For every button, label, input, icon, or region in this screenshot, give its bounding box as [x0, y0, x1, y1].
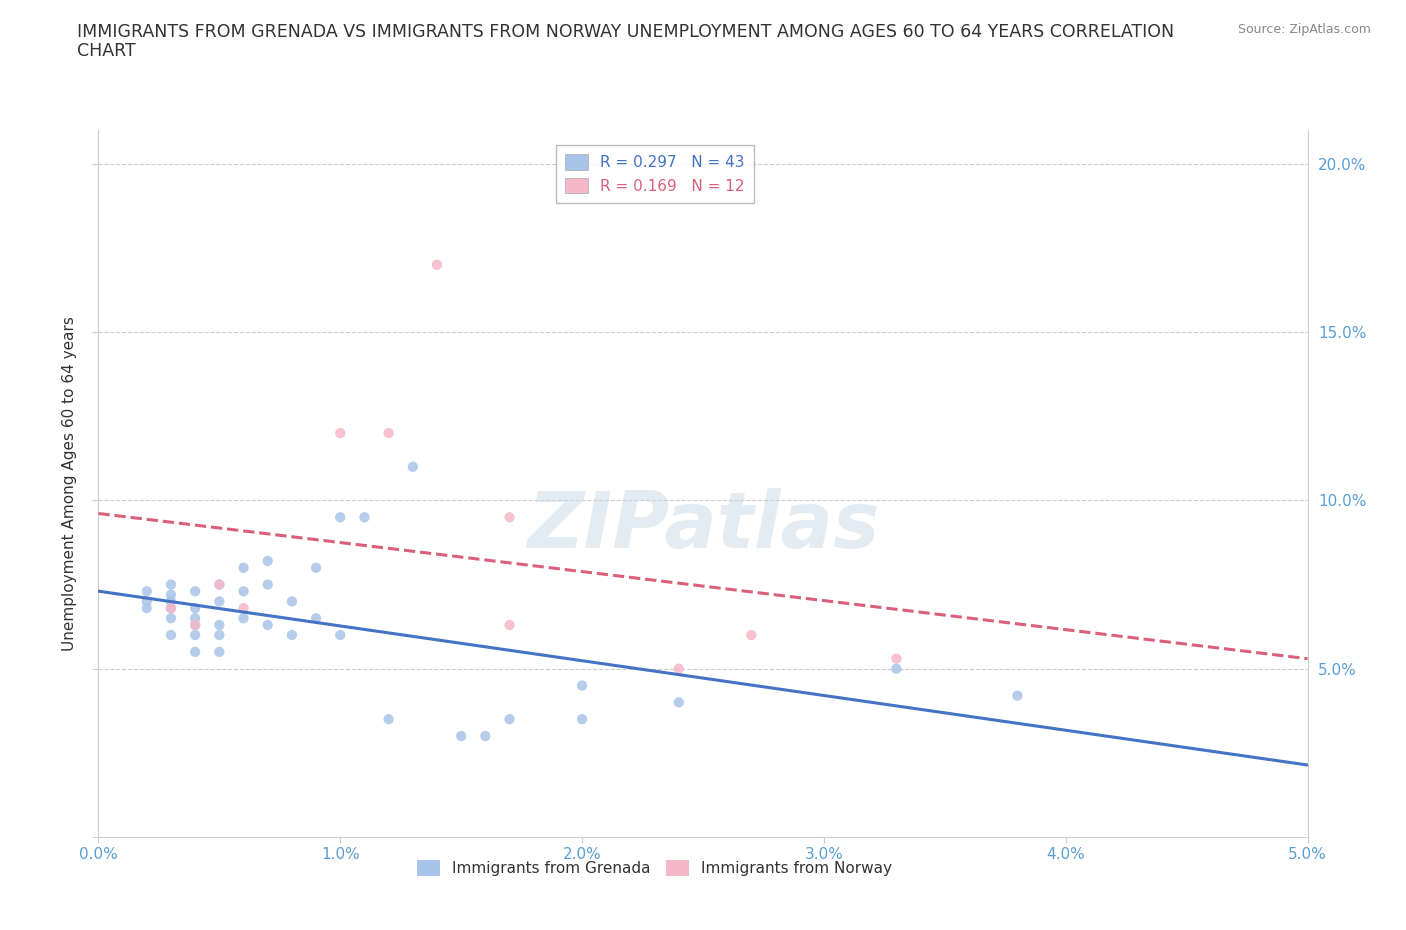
Point [208, 618, 231, 632]
Text: Source: ZipAtlas.com: Source: ZipAtlas.com [1237, 23, 1371, 36]
Point [402, 459, 425, 474]
Point [474, 728, 496, 743]
Point [135, 584, 157, 599]
Point [160, 587, 183, 602]
Point [886, 661, 908, 676]
Point [377, 426, 399, 441]
Point [353, 510, 375, 525]
Point [184, 618, 207, 632]
Point [281, 628, 304, 643]
Point [329, 426, 352, 441]
Point [498, 510, 520, 525]
Text: CHART: CHART [77, 42, 136, 60]
Point [160, 594, 183, 609]
Point [281, 594, 304, 609]
Point [208, 594, 231, 609]
Point [135, 594, 157, 609]
Text: IMMIGRANTS FROM GRENADA VS IMMIGRANTS FROM NORWAY UNEMPLOYMENT AMONG AGES 60 TO : IMMIGRANTS FROM GRENADA VS IMMIGRANTS FR… [77, 23, 1174, 41]
Point [184, 611, 207, 626]
Point [740, 628, 762, 643]
Point [160, 628, 183, 643]
Point [886, 651, 908, 666]
Point [232, 584, 254, 599]
Point [329, 510, 352, 525]
Point [232, 601, 254, 616]
Point [256, 618, 278, 632]
Point [232, 560, 254, 575]
Point [160, 601, 183, 616]
Point [668, 695, 690, 710]
Point [208, 644, 231, 659]
Point [668, 661, 690, 676]
Point [184, 584, 207, 599]
Point [450, 728, 472, 743]
Point [256, 553, 278, 568]
Legend: Immigrants from Grenada, Immigrants from Norway: Immigrants from Grenada, Immigrants from… [411, 854, 898, 883]
Point [305, 560, 328, 575]
Point [184, 628, 207, 643]
Point [184, 644, 207, 659]
Point [160, 601, 183, 616]
Point [498, 711, 520, 726]
Point [426, 258, 449, 272]
Point [232, 611, 254, 626]
Point [208, 578, 231, 592]
Point [208, 578, 231, 592]
Point [1007, 688, 1029, 703]
Point [329, 628, 352, 643]
Point [305, 611, 328, 626]
Point [184, 601, 207, 616]
Text: ZIPatlas: ZIPatlas [527, 488, 879, 564]
Point [160, 578, 183, 592]
Point [498, 618, 520, 632]
Point [256, 578, 278, 592]
Point [377, 711, 399, 726]
Point [160, 611, 183, 626]
Point [208, 628, 231, 643]
Y-axis label: Unemployment Among Ages 60 to 64 years: Unemployment Among Ages 60 to 64 years [62, 316, 77, 651]
Point [571, 678, 593, 693]
Point [135, 601, 157, 616]
Point [571, 711, 593, 726]
Point [184, 618, 207, 632]
